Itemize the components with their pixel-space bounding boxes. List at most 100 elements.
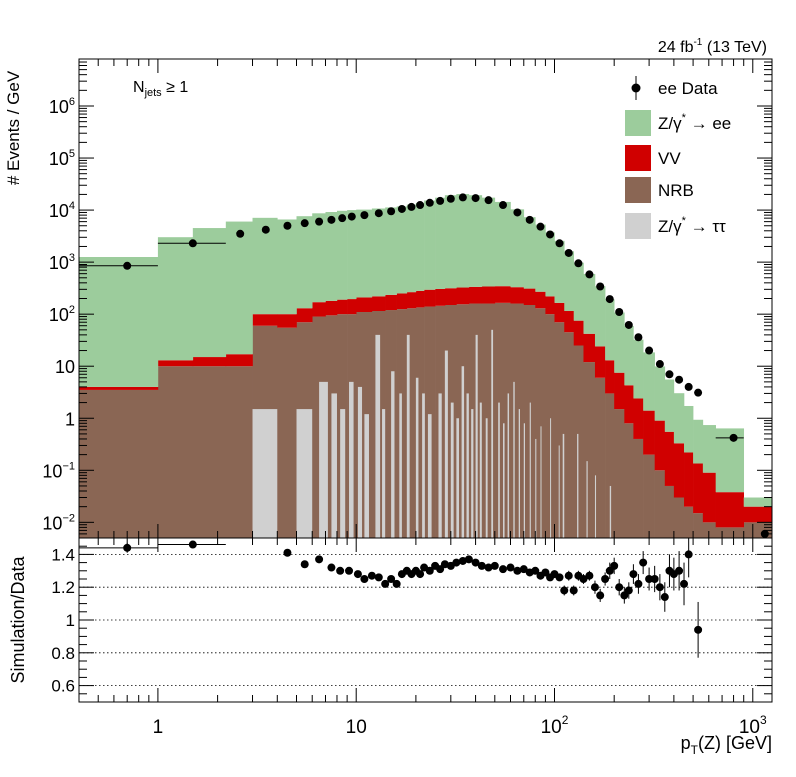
- bar-zee: [396, 206, 408, 294]
- ratio-y-tick-label: 1.4: [51, 545, 75, 564]
- bar-vv: [573, 320, 584, 346]
- ratio-point: [675, 566, 684, 575]
- ratio-point: [499, 565, 508, 574]
- bar-ztt: [357, 386, 363, 538]
- bar-zee: [545, 232, 555, 297]
- bar-nrb: [684, 506, 694, 538]
- bar-vv: [545, 296, 555, 315]
- bar-zee: [743, 497, 773, 507]
- bar-ztt: [450, 402, 454, 538]
- ratio-point: [374, 573, 383, 582]
- main-axes: 10−2 10−1 1 10 102 103 104 105 106: [42, 58, 772, 539]
- ratio-point: [585, 571, 594, 580]
- bar-vv: [684, 452, 694, 507]
- legend-label-zee: Z/γ* → ee: [658, 112, 731, 133]
- series-ztt: [252, 329, 612, 538]
- bar-ztt: [523, 423, 525, 538]
- data-point: [675, 375, 684, 384]
- bar-ztt: [513, 381, 515, 538]
- legend-swatch-nrb: [625, 177, 651, 203]
- data-point: [387, 207, 396, 216]
- bar-zee: [594, 286, 606, 347]
- bar-ztt: [466, 393, 469, 538]
- data-point: [684, 382, 693, 391]
- bar-vv: [715, 492, 745, 528]
- y-tick-label: 10−2: [42, 512, 75, 533]
- bar-ztt: [577, 433, 579, 538]
- bar-ztt: [461, 366, 465, 538]
- bar-nrb: [624, 423, 634, 538]
- bar-ztt: [586, 461, 588, 538]
- bar-vv: [325, 300, 338, 316]
- bar-nrb: [325, 315, 338, 538]
- bar-ztt: [331, 393, 337, 538]
- ratio-point: [484, 563, 493, 572]
- bar-zee: [564, 251, 575, 312]
- bar-zee: [192, 228, 227, 358]
- ratio-point: [555, 573, 564, 582]
- bar-vv: [347, 299, 357, 315]
- bar-zee: [481, 197, 496, 287]
- data-point: [397, 204, 406, 213]
- bar-nrb: [633, 438, 644, 538]
- bar-nrb: [385, 310, 397, 538]
- bar-vv: [564, 311, 575, 333]
- ratio-point: [655, 583, 664, 592]
- bar-nrb: [79, 389, 159, 538]
- data-point: [123, 261, 132, 270]
- data-point: [665, 370, 674, 379]
- data-point: [374, 209, 383, 218]
- bar-vv: [415, 290, 425, 308]
- ratio-point: [416, 570, 425, 579]
- ratio-point: [569, 586, 578, 595]
- data-point: [596, 282, 605, 291]
- bar-vv: [225, 354, 253, 367]
- bar-ztt: [485, 418, 488, 538]
- bar-vv: [296, 308, 313, 323]
- legend-swatch-vv: [625, 145, 651, 171]
- data-point: [188, 239, 197, 248]
- bar-vv: [336, 299, 348, 315]
- data-point: [634, 333, 643, 342]
- bar-ztt: [427, 414, 432, 538]
- bar-zee: [573, 262, 584, 321]
- bar-nrb: [535, 308, 546, 538]
- bar-vv: [693, 463, 704, 514]
- data-point: [605, 295, 614, 304]
- bar-vv: [468, 286, 483, 304]
- ratio-point: [579, 575, 588, 583]
- ratio-y-tick-label: 1: [66, 611, 75, 630]
- bar-nrb: [510, 303, 525, 538]
- ratio-point: [634, 579, 643, 588]
- luminosity-label: 24 fb-1 (13 TeV): [658, 37, 767, 56]
- bar-zee: [371, 208, 386, 297]
- data-point: [484, 196, 493, 205]
- ratio-point: [624, 586, 633, 595]
- data-point: [425, 198, 434, 207]
- ratio-point: [353, 570, 362, 579]
- ratio-point: [464, 555, 473, 564]
- ratio-point: [387, 575, 396, 583]
- ratio-point: [392, 579, 401, 588]
- bar-nrb: [564, 332, 575, 538]
- legend: ee Data Z/γ* → ee VV NRB Z/γ* → ττ: [625, 76, 731, 239]
- ratio-point: [513, 566, 522, 575]
- bar-ztt: [540, 426, 542, 538]
- bar-vv: [510, 287, 525, 304]
- data-point: [300, 219, 309, 228]
- bar-nrb: [157, 366, 194, 538]
- bar-ztt: [498, 402, 500, 538]
- bar-ztt: [444, 350, 448, 538]
- bar-vv: [157, 360, 194, 367]
- bar-nrb: [406, 308, 417, 538]
- bar-vv: [396, 293, 408, 310]
- ratio-point: [381, 579, 390, 588]
- bar-nrb: [444, 305, 457, 538]
- data-point: [283, 221, 292, 230]
- bar-nrb: [693, 513, 704, 538]
- bar-zee: [664, 379, 675, 432]
- ratio-point: [471, 558, 480, 567]
- bar-zee: [385, 207, 397, 295]
- bar-ztt: [491, 329, 494, 538]
- y-tick-label: 10: [55, 357, 75, 377]
